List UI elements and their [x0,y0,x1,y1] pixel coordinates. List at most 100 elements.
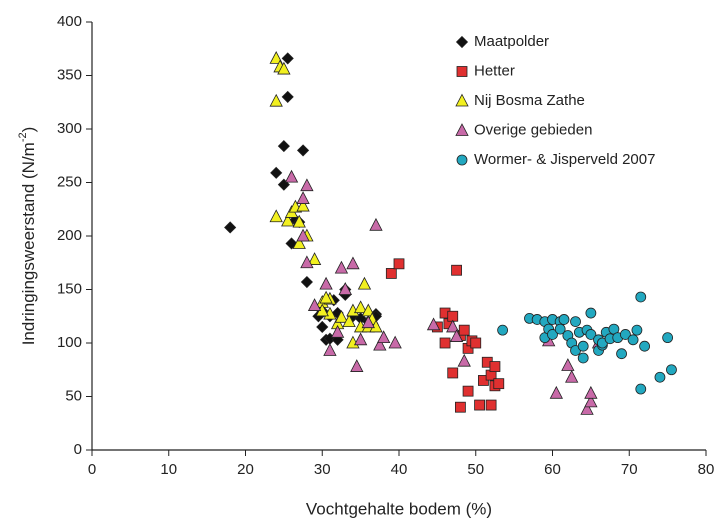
point [635,291,647,303]
point [300,275,313,289]
point [353,332,368,346]
point [489,361,501,372]
x-tick-label: 80 [698,461,715,478]
x-tick-label: 20 [237,461,254,478]
point [319,276,333,290]
point [616,348,627,360]
point [361,315,375,329]
point [485,399,497,411]
x-tick-label: 70 [621,461,638,478]
y-tick-label: 150 [57,280,82,297]
point [457,353,471,367]
x-tick-label: 60 [544,461,561,478]
point [385,268,397,279]
point [561,358,575,371]
x-tick-label: 40 [391,461,408,478]
legend-marker [455,35,469,49]
point [393,258,405,270]
point [292,214,306,228]
point [346,256,360,270]
point [281,90,294,103]
point [493,378,505,390]
point [474,399,485,411]
point [296,198,310,212]
point [277,61,291,75]
point [462,385,474,397]
point [281,213,295,227]
point [353,300,368,314]
y-axis-title-end: ) [19,127,38,133]
legend-marker [455,123,469,136]
point [639,340,650,352]
point [350,359,364,372]
point [577,340,589,352]
point [388,335,402,349]
x-tick-label: 30 [314,461,331,478]
x-tick-label: 50 [467,461,484,478]
point [631,324,643,336]
point [269,51,283,64]
point [554,323,566,335]
y-tick-label: 350 [57,66,82,83]
point [357,276,372,290]
point [584,385,598,399]
x-axis-title: Vochtgehalte bodem (%) [306,499,492,518]
point [547,329,558,340]
point [281,52,294,65]
point [269,209,283,223]
point [585,307,597,319]
point [277,140,290,153]
point [224,221,237,234]
legend-marker [456,66,468,77]
point [439,337,451,349]
point [284,169,299,183]
point [316,320,329,334]
point [296,228,310,242]
legend-marker [456,154,468,166]
legend-marker [455,93,469,107]
y-tick-label: 400 [57,13,82,30]
point [577,352,589,364]
point [570,316,581,328]
y-tick-label: 100 [57,334,82,351]
point [497,324,509,336]
point [627,334,639,346]
point [330,324,345,338]
y-tick-label: 50 [65,387,82,404]
point [549,385,563,399]
y-tick-label: 250 [57,173,82,190]
point [451,264,462,276]
point [300,178,314,192]
x-tick-label: 10 [160,461,177,478]
point [580,401,594,415]
point [334,260,349,274]
point [470,337,482,349]
point [292,236,306,249]
point [635,383,647,395]
legend-label: Overige gebieden [474,121,592,138]
y-axis-title: Indringingsweerstand (N/m-2) [17,127,39,346]
point [584,394,598,408]
point [307,252,322,265]
legend-label: Wormer- & Jisperveld 2007 [474,151,655,168]
point [662,332,674,344]
point [342,314,356,328]
point [373,337,387,351]
y-tick-label: 300 [57,120,82,137]
point [323,343,337,356]
y-tick-label: 200 [57,227,82,244]
point [270,166,283,179]
point [454,401,466,413]
point [447,367,459,379]
x-tick-label: 0 [88,461,96,478]
point [296,144,310,157]
point [446,319,460,333]
point [300,255,314,269]
point [666,364,677,376]
point [296,191,310,204]
legend-label: Nij Bosma Zathe [474,92,585,109]
point [369,217,383,231]
point [319,290,333,304]
legend-label: Hetter [474,62,515,79]
